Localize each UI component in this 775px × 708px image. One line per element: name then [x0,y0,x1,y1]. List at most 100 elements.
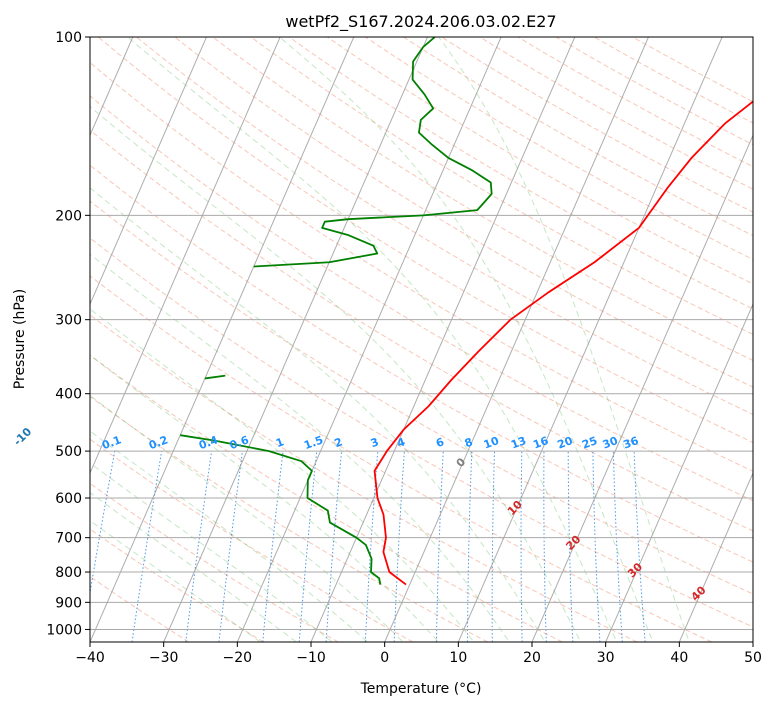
isotherm-line [384,37,650,642]
x-tick-label: 10 [449,650,467,666]
x-axis-label: Temperature (°C) [360,681,482,697]
moist-adiabat-line [438,37,690,642]
y-tick-label: 100 [55,30,82,46]
x-tick-label: −10 [296,650,326,666]
x-tick-label: 20 [523,650,541,666]
dry-adiabat-line [90,164,753,563]
mixing-ratio-label: 0.1 [100,433,123,452]
mixing-ratio-label: 25 [580,434,599,451]
isotherm-line [236,37,502,642]
dry-adiabat-line [90,395,488,642]
dry-adiabat-line [364,37,753,261]
moist-adiabat-line [90,394,404,642]
dry-adiabat-line [90,438,414,642]
dry-adiabat-line [90,482,339,642]
isotherm-line [90,37,134,137]
temperature-profile-line [373,100,753,586]
x-tick-label: −30 [149,650,179,666]
mixing-ratio-label: 30 [601,434,620,452]
moist-adiabat-line [90,430,369,642]
mixing-ratio-label: 36 [621,434,640,452]
x-tick-label: 30 [597,650,615,666]
x-axis: −40 −30 −20 −10 0 10 20 30 40 50 [75,642,762,666]
mixing-ratio-label: 8 [463,435,475,450]
mixing-ratio-label: 1 [274,435,286,450]
y-tick-label: 400 [55,387,82,403]
isotherm-line [310,37,576,642]
mixing-ratio-line [592,451,601,642]
moist-adiabat-line [90,308,475,642]
moist-adiabat-line [90,520,262,642]
mixing-ratio-line [218,451,243,642]
dry-adiabat-line [211,37,753,362]
mixing-ratio-label: 13 [509,434,528,451]
mixing-ratio-line [467,451,473,642]
x-tick-label: 40 [670,650,688,666]
plot-frame [89,36,754,643]
dry-adiabat-line [90,314,638,642]
dewpoint-profile-line [180,434,382,585]
mixing-ratio-label: 0.6 [228,433,251,452]
isotherm-line [457,37,723,642]
x-tick-label: 0 [380,650,389,666]
dry-adiabat-line [555,37,753,146]
y-tick-label: 200 [55,208,82,224]
dewpoint-profile-line [204,374,226,380]
dry-adiabat-line [517,37,753,168]
mixing-ratio-line [435,451,444,642]
plot-area [90,37,753,642]
x-tick-label: −20 [223,650,253,666]
y-tick-label: 500 [55,444,82,460]
mixing-ratio-line [567,451,574,642]
dry-adiabat-line [90,354,563,642]
mixing-ratio-line [633,451,646,642]
mixing-ratio-label: 1.5 [302,433,325,452]
dry-adiabat-line [250,37,753,335]
mixing-ratio-label: 0.4 [197,433,220,452]
mixing-ratio-line [262,451,284,642]
dry-adiabat-line [173,37,753,388]
mixing-ratio-label: 20 [556,434,575,452]
isotherm-line [163,37,429,642]
y-tick-label: 1000 [46,622,82,638]
isotherm-line [90,37,355,642]
moist-adiabat-line [279,37,654,642]
chart-title: wetPf2_S167.2024.206.03.02.E27 [285,12,556,32]
mixing-ratio-line [298,451,318,642]
mixing-ratio-line [393,451,405,642]
dry-adiabat-line [90,200,753,595]
mixing-ratio-label: 3 [369,435,381,450]
x-tick-label: −40 [75,650,105,666]
y-axis: 100 200 300 400 500 600 700 800 900 1000 [46,30,90,638]
mixing-ratio-label: 0.2 [147,433,170,452]
mixing-ratio-line [543,451,547,642]
mixing-ratio-line [131,451,163,642]
moist-adiabat-line [90,492,298,642]
y-tick-label: 700 [55,531,82,547]
dry-adiabat-line [402,37,753,237]
isotherm-line [90,37,208,306]
y-tick-label: 900 [55,595,82,611]
dry-adiabat-line [97,37,753,444]
mixing-ratio-label: 16 [531,434,550,452]
mixing-ratio-line [325,451,343,642]
mixing-ratio-label: 6 [434,435,446,450]
moist-adiabat-line [90,462,333,642]
profile-lines [180,37,753,586]
mixing-ratio-line [612,451,623,642]
isotherm-line [90,37,281,475]
isotherm-line [605,302,753,642]
background-lines [90,37,753,642]
y-tick-label: 800 [55,565,82,581]
y-tick-label: 600 [55,491,82,507]
y-tick-label: 300 [55,313,82,329]
moist-adiabat-line [127,37,618,642]
line-labels: -100-90-80-70-60-50-40-30-20-100.10.20.4… [11,425,709,604]
x-tick-label: 50 [744,650,762,666]
moist-adiabat-line [90,354,440,642]
mixing-ratio-line [185,451,213,642]
mixing-ratio-label: 4 [395,435,407,450]
dewpoint-profile-line [253,37,493,268]
mixing-ratio-label: 2 [333,435,345,450]
